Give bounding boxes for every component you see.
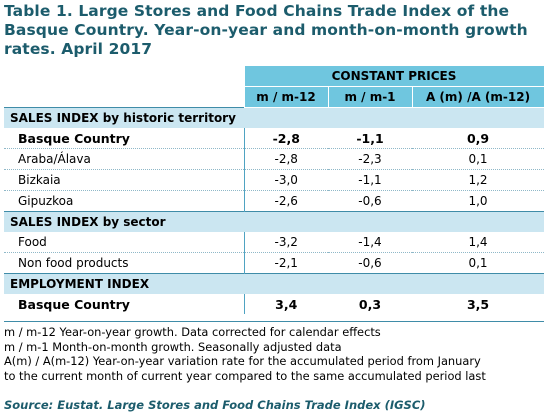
table-row: Bizkaia -3,0 -1,1 1,2	[4, 170, 544, 191]
table-bottom-rule	[4, 321, 544, 322]
header-group-row: CONSTANT PRICES	[4, 66, 544, 87]
column-header: m / m-12	[244, 87, 328, 108]
note-line: m / m-12 Year-on-year growth. Data corre…	[4, 325, 544, 340]
cell-value: 3,5	[412, 294, 544, 314]
cell-value: -2,8	[244, 128, 328, 149]
section-label: SALES INDEX by sector	[4, 212, 244, 233]
note-line: A(m) / A(m-12) Year-on-year variation ra…	[4, 354, 544, 369]
row-label: Araba/Álava	[4, 149, 244, 170]
source-line: Source: Eustat. Large Stores and Food Ch…	[4, 398, 544, 412]
cell-value: -2,1	[244, 253, 328, 274]
table-row: Gipuzkoa -2,6 -0,6 1,0	[4, 191, 544, 212]
row-label: Bizkaia	[4, 170, 244, 191]
cell-value: 0,9	[412, 128, 544, 149]
section-header-territory: SALES INDEX by historic territory	[4, 108, 544, 129]
cell-value: 1,2	[412, 170, 544, 191]
trade-index-table: CONSTANT PRICES m / m-12 m / m-1 A (m) /…	[4, 65, 545, 314]
cell-value: -1,1	[328, 170, 412, 191]
cell-value: 0,1	[412, 149, 544, 170]
column-header: m / m-1	[328, 87, 412, 108]
section-header-sector: SALES INDEX by sector	[4, 212, 544, 233]
cell-value: 0,3	[328, 294, 412, 314]
header-columns-row: m / m-12 m / m-1 A (m) /A (m-12)	[4, 87, 544, 108]
cell-value: -1,4	[328, 232, 412, 253]
cell-value: -2,8	[244, 149, 328, 170]
row-label: Food	[4, 232, 244, 253]
section-label: SALES INDEX by historic territory	[4, 108, 244, 129]
table-row: Araba/Álava -2,8 -2,3 0,1	[4, 149, 544, 170]
table-row: Non food products -2,1 -0,6 0,1	[4, 253, 544, 274]
cell-value: -3,2	[244, 232, 328, 253]
cell-value: -2,3	[328, 149, 412, 170]
row-label: Basque Country	[4, 294, 244, 314]
row-label: Gipuzkoa	[4, 191, 244, 212]
section-label: EMPLOYMENT INDEX	[4, 274, 244, 295]
column-header: A (m) /A (m-12)	[412, 87, 544, 108]
section-header-employment: EMPLOYMENT INDEX	[4, 274, 544, 295]
row-label: Basque Country	[4, 128, 244, 149]
note-line: to the current month of current year com…	[4, 369, 544, 384]
table-row: Food -3,2 -1,4 1,4	[4, 232, 544, 253]
header-constant-prices: CONSTANT PRICES	[244, 66, 544, 87]
row-label: Non food products	[4, 253, 244, 274]
cell-value: 1,4	[412, 232, 544, 253]
table-row: Basque Country 3,4 0,3 3,5	[4, 294, 544, 314]
table-row: Basque Country -2,8 -1,1 0,9	[4, 128, 544, 149]
cell-value: -0,6	[328, 191, 412, 212]
table-notes: m / m-12 Year-on-year growth. Data corre…	[4, 325, 544, 383]
note-line: m / m-1 Month-on-month growth. Seasonall…	[4, 340, 544, 355]
table-title: Table 1. Large Stores and Food Chains Tr…	[4, 2, 544, 59]
cell-value: -0,6	[328, 253, 412, 274]
cell-value: 3,4	[244, 294, 328, 314]
cell-value: 1,0	[412, 191, 544, 212]
cell-value: -3,0	[244, 170, 328, 191]
cell-value: -2,6	[244, 191, 328, 212]
cell-value: -1,1	[328, 128, 412, 149]
cell-value: 0,1	[412, 253, 544, 274]
